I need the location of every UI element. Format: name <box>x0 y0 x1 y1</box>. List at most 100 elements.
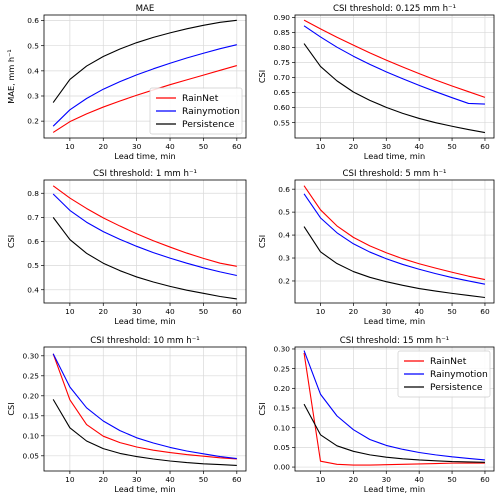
y-tick-label: 0.85 <box>274 28 291 37</box>
y-tick-label: 0.05 <box>23 451 40 460</box>
y-tick-label: 0.6 <box>27 237 39 246</box>
plot-frame <box>294 346 495 472</box>
y-tick-label: 0.7 <box>27 213 39 222</box>
chart-panel-6: 10 20 30 40 50 60 0.00 0.05 0.10 0.15 0.20 0.25 0.30… <box>257 336 495 494</box>
x-tick-label: 20 <box>99 475 109 484</box>
y-tick-label: 0.25 <box>23 371 40 380</box>
plot-area <box>295 15 494 138</box>
series-line-rainymotion <box>303 350 486 461</box>
y-tick-label: 0.15 <box>23 411 40 420</box>
y-tick-label: 0.10 <box>274 423 291 432</box>
x-tick-label: 50 <box>447 307 457 316</box>
x-tick-label: 50 <box>199 142 209 151</box>
x-tick-label: 60 <box>232 307 242 316</box>
x-axis-label: Lead time, min <box>364 484 425 494</box>
y-tick-label: 0.4 <box>27 285 39 294</box>
y-tick-label: 0.65 <box>274 88 291 97</box>
y-tick-label: 0.00 <box>274 463 291 472</box>
y-tick-label: 0.30 <box>274 345 291 354</box>
x-tick-label: 10 <box>65 475 75 484</box>
series-line-persistence <box>52 19 237 103</box>
chart-panel-1: 10 20 30 40 50 60 0.2 0.3 0.4 0.5 0.6 MAE Lead time,… <box>6 4 247 161</box>
series-line-rainnet <box>303 352 485 466</box>
series-line-rainymotion <box>52 193 237 277</box>
x-tick-label: 40 <box>165 307 175 316</box>
series-line-rainymotion <box>52 353 237 460</box>
legend-box <box>149 87 243 135</box>
x-tick-label: 40 <box>414 475 424 484</box>
y-tick-label: 0.20 <box>274 384 291 393</box>
chart-panel-5: 10 20 30 40 50 60 0.05 0.10 0.15 0.20 0.25 0.30 CSI … <box>6 336 247 494</box>
series-line-rainnet <box>52 65 237 133</box>
y-tick-label: 0.5 <box>27 41 39 50</box>
plot-area <box>44 347 246 471</box>
chart-title: CSI threshold: 0.125 mm h⁻¹ <box>333 4 456 14</box>
y-tick-label: 0.70 <box>274 73 291 82</box>
series-line-rainymotion <box>303 25 485 105</box>
y-tick-label: 0.75 <box>274 58 291 67</box>
plot-frame <box>294 179 495 304</box>
series-line-rainnet <box>303 19 486 98</box>
legend-label: RainNet <box>182 93 219 104</box>
legend: RainNet Rainymotion Persistence <box>149 87 243 135</box>
plot-frame <box>43 346 247 472</box>
x-tick-label: 30 <box>132 475 142 484</box>
x-tick-label: 30 <box>132 142 142 151</box>
y-axis-label: CSI <box>257 235 267 248</box>
x-axis-label: Lead time, min <box>114 151 175 161</box>
chart-panel-2: 10 20 30 40 50 60 0.55 0.60 0.65 0.70 0.75 0.80 0.85… <box>257 4 495 161</box>
x-tick-label: 30 <box>132 307 142 316</box>
x-tick-label: 10 <box>316 475 326 484</box>
chart-title: CSI threshold: 5 mm h⁻¹ <box>343 169 447 179</box>
chart-panel-3: 10 20 30 40 50 60 0.4 0.5 0.6 0.7 0.8 CSI threshold… <box>6 169 247 326</box>
series-line-persistence <box>303 226 486 299</box>
y-tick-label: 0.20 <box>23 391 40 400</box>
x-tick-label: 30 <box>382 307 392 316</box>
series-line-rainymotion <box>303 193 486 285</box>
y-tick-label: 0.8 <box>27 189 39 198</box>
x-tick-label: 60 <box>480 142 490 151</box>
series-line-persistence <box>303 403 485 463</box>
y-tick-label: 0.4 <box>278 231 290 240</box>
legend-label: Persistence <box>182 119 235 130</box>
x-tick-label: 10 <box>65 307 75 316</box>
y-tick-label: 0.2 <box>278 277 290 286</box>
y-axis-label: CSI <box>257 70 267 83</box>
y-tick-label: 0.6 <box>27 16 39 25</box>
x-tick-label: 40 <box>414 307 424 316</box>
y-tick-label: 0.55 <box>274 118 291 127</box>
y-tick-label: 0.10 <box>23 431 40 440</box>
y-tick-label: 0.80 <box>274 43 291 52</box>
legend: RainNet Rainymotion Persistence <box>397 350 491 398</box>
x-axis-label: Lead time, min <box>364 316 425 326</box>
chart-title: CSI threshold: 15 mm h⁻¹ <box>340 336 449 346</box>
y-tick-label: 0.3 <box>27 92 39 101</box>
y-tick-label: 0.25 <box>274 364 291 373</box>
y-tick-label: 0.90 <box>274 13 291 22</box>
x-tick-label: 30 <box>382 142 392 151</box>
series-line-rainnet <box>52 185 237 267</box>
x-tick-label: 50 <box>447 142 457 151</box>
y-axis-label: MAE, mm h⁻¹ <box>6 49 16 103</box>
legend-label: Persistence <box>430 382 483 393</box>
y-tick-label: 0.6 <box>278 185 290 194</box>
y-axis-label: CSI <box>6 402 16 415</box>
x-tick-label: 60 <box>480 307 490 316</box>
x-tick-label: 20 <box>99 307 109 316</box>
y-axis-label: CSI <box>6 235 16 248</box>
plot-frame <box>294 14 495 139</box>
y-tick-label: 0.15 <box>274 404 291 413</box>
x-tick-label: 10 <box>316 307 326 316</box>
x-tick-label: 40 <box>165 142 175 151</box>
x-tick-label: 20 <box>349 307 359 316</box>
series-line-persistence <box>52 399 237 466</box>
x-tick-label: 50 <box>199 475 209 484</box>
series-line-persistence <box>303 43 486 134</box>
y-tick-label: 0.30 <box>23 351 40 360</box>
x-tick-label: 20 <box>99 142 109 151</box>
series-line-persistence <box>52 217 237 300</box>
x-tick-label: 20 <box>349 475 359 484</box>
x-tick-label: 30 <box>382 475 392 484</box>
x-tick-label: 50 <box>447 475 457 484</box>
series-line-rainymotion <box>52 44 237 127</box>
